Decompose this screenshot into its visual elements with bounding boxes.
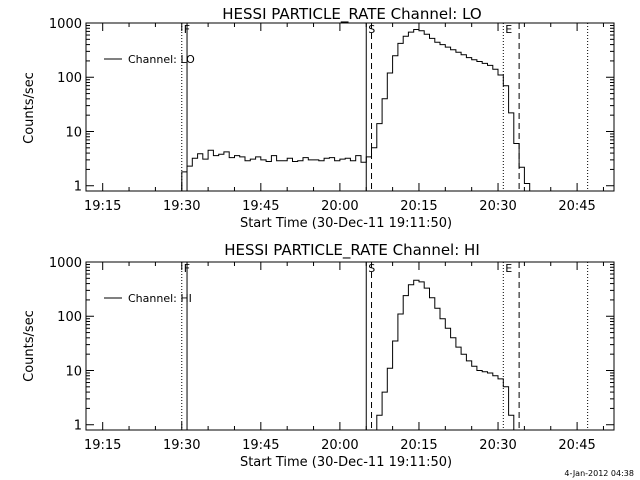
panel-hi: HESSI PARTICLE_RATE Channel: HI Counts/s… (22, 241, 615, 470)
x-tick-label: 20:45 (558, 438, 595, 453)
time-marker-label: S (368, 262, 375, 275)
time-marker-label: E (505, 262, 512, 275)
time-marker-label: E (505, 23, 512, 36)
x-axis-label: Start Time (30-Dec-11 19:11:50) (240, 216, 452, 231)
x-tick-label: 19:15 (84, 438, 121, 453)
legend: Channel: LO (104, 53, 195, 66)
axis-ticks: 19:15 19:30 19:45 20:00 20:15 20:30 20:45 1 10 10… (49, 17, 614, 214)
series (371, 279, 520, 431)
x-tick-label: 20:15 (400, 438, 437, 453)
y-tick-label: 100 (57, 71, 82, 86)
plot-frame (85, 22, 615, 192)
series-line (176, 29, 541, 192)
x-tick-label: 19:45 (242, 199, 279, 214)
y-tick-label: 1 (74, 180, 82, 195)
series (176, 29, 541, 192)
plot-border (85, 22, 615, 192)
x-tick-label: 20:30 (479, 199, 516, 214)
x-tick-label: 19:15 (84, 199, 121, 214)
panel-lo: HESSI PARTICLE_RATE Channel: LO Counts/s… (22, 5, 615, 231)
legend-entry: Channel: HI (128, 292, 192, 305)
y-tick-label: 10 (65, 125, 82, 140)
x-tick-label: 20:15 (400, 199, 437, 214)
time-markers: FSE (181, 262, 589, 430)
axis-ticks: 19:15 19:30 19:45 20:00 20:15 20:30 20:45 1 10 10… (49, 256, 614, 453)
y-tick-label: 1000 (49, 17, 82, 32)
footer-timestamp: 4-Jan-2012 04:38 (564, 469, 634, 478)
x-tick-label: 19:30 (163, 438, 200, 453)
x-tick-label: 20:00 (321, 438, 358, 453)
x-tick-label: 20:00 (321, 199, 358, 214)
x-axis-label: Start Time (30-Dec-11 19:11:50) (240, 455, 452, 470)
legend-entry: Channel: LO (128, 53, 195, 66)
y-axis-label: Counts/sec (22, 72, 37, 144)
time-markers: FSE (181, 23, 589, 191)
series-line (371, 279, 520, 431)
y-tick-label: 1000 (49, 256, 82, 271)
y-tick-label: 100 (57, 310, 82, 325)
x-tick-label: 20:45 (558, 199, 595, 214)
time-marker-label: S (368, 23, 375, 36)
legend: Channel: HI (104, 292, 192, 305)
x-tick-label: 19:30 (163, 199, 200, 214)
x-tick-label: 20:30 (479, 438, 516, 453)
plot-border (85, 261, 615, 431)
plot-frame (85, 261, 615, 431)
chart-title: HESSI PARTICLE_RATE Channel: LO (222, 5, 481, 24)
x-tick-label: 19:45 (242, 438, 279, 453)
y-tick-label: 10 (65, 364, 82, 379)
y-tick-label: 1 (74, 419, 82, 434)
chart-title: HESSI PARTICLE_RATE Channel: HI (224, 241, 480, 260)
y-axis-label: Counts/sec (22, 310, 37, 382)
